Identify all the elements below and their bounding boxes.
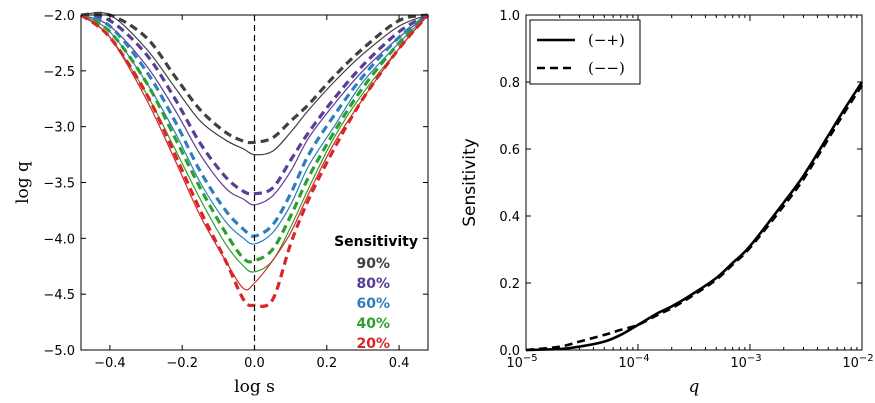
right-y-axis-label: Sensitivity <box>460 138 480 227</box>
right-x-tick-exponent: −3 <box>747 353 762 364</box>
legend-label-dashed: (−−) <box>588 59 625 77</box>
left-y-tick-label: −2.5 <box>43 65 75 80</box>
right-x-tick-label: 10−2 <box>842 353 873 371</box>
legend-label-solid: (−+) <box>588 31 625 49</box>
legend-item-20pct: 20% <box>356 336 390 352</box>
right-y-tick-label: 0.2 <box>499 277 520 292</box>
right-x-tick-exponent: −2 <box>859 353 874 364</box>
left-panel: −0.4 −0.2 0.0 0.2 0.4 −2.0 −2.5 −3.0 −3.5 −4.0 −4.… <box>13 9 430 397</box>
legend-item-90pct: 90% <box>356 256 390 272</box>
right-ticks: 10−5 10−4 10−3 10−20.00.20.40.60.81.0 <box>499 9 873 371</box>
series-90pct-dashed-line <box>80 11 429 145</box>
right-legend-box <box>529 19 641 85</box>
series-dashed-line <box>525 84 864 352</box>
left-x-axis-label: log s <box>234 377 275 397</box>
right-x-tick-exponent: −5 <box>523 353 538 364</box>
legend-item-40pct: 40% <box>356 316 390 332</box>
right-x-tick-exponent: −4 <box>635 353 650 364</box>
legend-item-60pct: 60% <box>356 296 390 312</box>
left-ticks: −0.4 −0.2 0.0 0.2 0.4 −2.0 −2.5 −3.0 −3.5 −4.0 −4.… <box>43 9 428 371</box>
right-y-tick-label: 0.4 <box>499 210 520 225</box>
series-40pct-dashed-line <box>80 13 430 264</box>
right-series-group <box>525 81 864 352</box>
right-panel: 10−5 10−4 10−3 10−20.00.20.40.60.81.0 q Sen… <box>460 9 874 397</box>
left-y-tick-label: −4.0 <box>43 232 75 247</box>
right-legend: (−+) (−−) <box>529 19 641 85</box>
series-60pct-solid-line <box>80 14 429 245</box>
right-y-tick-label: 0.0 <box>499 344 520 359</box>
legend-title: Sensitivity <box>334 234 418 250</box>
left-legend: Sensitivity 90% 80% 60% 40% 20% <box>334 234 418 352</box>
left-x-tick-label: −0.2 <box>166 356 198 371</box>
series-solid-line <box>525 81 864 352</box>
left-x-tick-label: −0.4 <box>94 356 126 371</box>
left-y-tick-label: −5.0 <box>43 344 75 359</box>
left-x-tick-label: 0.0 <box>244 356 265 371</box>
series-40pct-solid-line <box>80 14 429 273</box>
legend-item-80pct: 80% <box>356 276 390 292</box>
left-x-tick-label: 0.2 <box>316 356 337 371</box>
left-y-tick-label: −4.5 <box>43 288 75 303</box>
series-80pct-dashed-line <box>80 13 429 196</box>
left-y-tick-label: −3.5 <box>43 177 75 192</box>
right-x-axis-label: q <box>689 377 700 397</box>
right-x-tick-label: 10−4 <box>618 353 649 371</box>
series-80pct-solid-line <box>80 14 429 206</box>
series-90pct-solid-line <box>80 11 429 156</box>
right-y-tick-label: 0.8 <box>499 76 520 91</box>
right-plot-frame <box>525 14 863 351</box>
left-y-tick-label: −2.0 <box>43 9 75 24</box>
right-x-tick-label: 10−3 <box>730 353 761 371</box>
right-y-tick-label: 0.6 <box>499 143 520 158</box>
series-20pct-solid-line <box>80 14 429 291</box>
left-x-tick-label: 0.4 <box>389 356 410 371</box>
left-y-axis-label: log q <box>13 161 33 204</box>
right-y-tick-label: 1.0 <box>499 9 520 24</box>
left-y-tick-label: −3.0 <box>43 121 75 136</box>
